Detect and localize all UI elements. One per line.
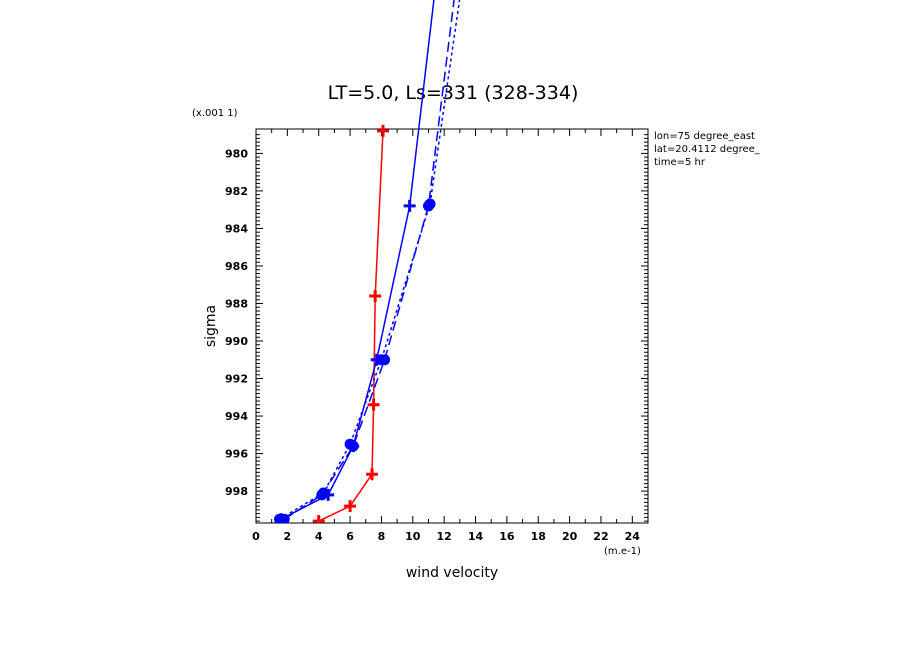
annotation-time: time=5 hr bbox=[654, 157, 706, 168]
data-point bbox=[375, 354, 387, 366]
data-point bbox=[344, 500, 357, 513]
y-tick-label: 998 bbox=[225, 485, 248, 498]
data-point bbox=[344, 438, 356, 450]
series-line-4 bbox=[279, 0, 461, 520]
x-tick-label: 6 bbox=[346, 530, 354, 543]
data-point bbox=[424, 198, 436, 210]
x-unit-label: (m.e-1) bbox=[604, 546, 641, 557]
x-tick-label: 2 bbox=[284, 530, 292, 543]
x-tick-label: 12 bbox=[437, 530, 452, 543]
data-point bbox=[403, 199, 416, 212]
y-axis: 980 982 984 986 988 990 992 994 996 998 bbox=[225, 134, 648, 522]
y-tick-label: 988 bbox=[225, 297, 248, 310]
y-unit-label: (x.001 1) bbox=[192, 108, 238, 119]
y-tick-label: 996 bbox=[225, 448, 248, 461]
y-tick-label: 984 bbox=[225, 222, 248, 235]
data-point bbox=[274, 513, 286, 523]
x-tick-label: 16 bbox=[499, 530, 515, 543]
y-axis-label: sigma bbox=[203, 305, 219, 347]
data-point bbox=[367, 398, 380, 411]
data-point bbox=[312, 515, 325, 523]
data-point bbox=[317, 487, 329, 499]
x-tick-label: 22 bbox=[593, 530, 608, 543]
x-tick-label: 0 bbox=[252, 530, 260, 543]
x-axis-label: wind velocity bbox=[406, 565, 498, 581]
y-tick-label: 994 bbox=[225, 410, 248, 423]
chart-title: LT=5.0, Ls=331 (328-334) bbox=[328, 82, 579, 104]
series-line-3 bbox=[283, 0, 455, 520]
x-tick-label: 10 bbox=[405, 530, 421, 543]
y-tick-label: 986 bbox=[225, 260, 248, 273]
y-tick-label: 990 bbox=[225, 335, 248, 348]
plot-frame bbox=[255, 128, 649, 524]
x-tick-label: 18 bbox=[531, 530, 546, 543]
y-tick-label: 992 bbox=[225, 373, 248, 386]
series-layer bbox=[274, 0, 461, 523]
series-line-1 bbox=[318, 130, 384, 522]
x-axis: 0 2 4 6 8 10 12 14 16 18 20 22 24 bbox=[252, 129, 649, 543]
annotation-lon: lon=75 degree_east bbox=[654, 131, 755, 142]
x-tick-label: 24 bbox=[625, 530, 641, 543]
x-tick-label: 4 bbox=[315, 530, 323, 543]
data-point bbox=[377, 124, 390, 137]
annotation-lat: lat=20.4112 degree_ bbox=[654, 144, 761, 155]
x-tick-label: 20 bbox=[562, 530, 578, 543]
x-tick-label: 14 bbox=[468, 530, 484, 543]
y-tick-label: 982 bbox=[225, 185, 248, 198]
series-line-2 bbox=[280, 0, 435, 520]
data-point bbox=[369, 289, 382, 302]
data-point bbox=[366, 468, 379, 481]
y-tick-label: 980 bbox=[225, 147, 248, 160]
x-tick-label: 8 bbox=[378, 530, 386, 543]
